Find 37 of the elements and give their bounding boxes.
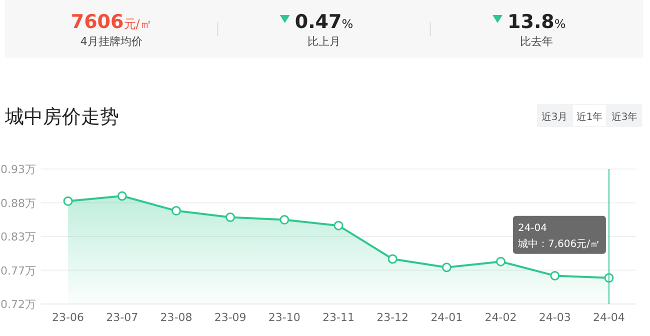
x-tick-label: 23-08 bbox=[160, 311, 192, 324]
text: 4月挂牌均价 bbox=[80, 35, 142, 48]
text: 13.8% bbox=[508, 11, 566, 33]
y-tick-label: 0.83万 bbox=[0, 230, 36, 244]
x-tick-label: 24-02 bbox=[484, 311, 517, 324]
x-tick-label: 23-09 bbox=[214, 311, 246, 324]
chart-title: 城中房价走势 bbox=[4, 106, 119, 128]
point bbox=[63, 196, 73, 206]
y-tick-label: 0.88万 bbox=[0, 196, 36, 210]
y-tick-label: 0.72万 bbox=[0, 298, 36, 311]
point bbox=[171, 206, 181, 216]
point bbox=[117, 191, 127, 201]
x-tick-label: 24-03 bbox=[538, 311, 571, 324]
text: 近1年 bbox=[576, 111, 603, 123]
x-tick-label: 23-12 bbox=[376, 311, 409, 324]
point bbox=[550, 270, 560, 280]
point bbox=[280, 215, 290, 225]
annotation: 24-04 城中：7,606元/㎡ bbox=[516, 222, 600, 250]
y-tick-label: 0.77万 bbox=[0, 264, 36, 278]
point bbox=[496, 256, 506, 266]
point bbox=[226, 212, 236, 222]
x-tick-label: 24-04 bbox=[592, 311, 625, 324]
point bbox=[388, 254, 398, 264]
x-tick-label: 24-01 bbox=[430, 311, 463, 324]
text: 近3月 bbox=[541, 111, 568, 123]
text: 比去年 bbox=[520, 35, 554, 48]
x-tick-label: 23-11 bbox=[322, 311, 354, 324]
x-tick-label: 23-10 bbox=[268, 311, 300, 324]
text: 比上月 bbox=[308, 35, 340, 48]
text: 近3年 bbox=[611, 111, 638, 123]
x-tick-label: 23-06 bbox=[52, 311, 84, 324]
text: 0.47% bbox=[294, 11, 354, 33]
point bbox=[442, 262, 452, 272]
text: 7606元/㎡ bbox=[70, 11, 152, 33]
y-tick-label: 0.93万 bbox=[0, 163, 36, 176]
x-tick-label: 23-07 bbox=[106, 311, 138, 324]
point bbox=[334, 220, 344, 230]
